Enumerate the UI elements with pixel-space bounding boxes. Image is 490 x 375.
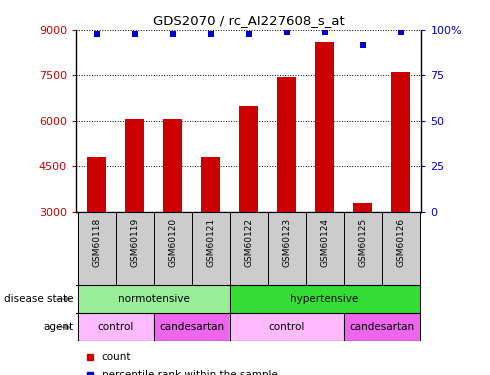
Text: GSM60122: GSM60122 [244, 218, 253, 267]
Text: GSM60125: GSM60125 [358, 218, 367, 267]
Text: agent: agent [44, 322, 74, 332]
Text: control: control [98, 322, 134, 332]
Bar [78, 313, 154, 341]
Text: hypertensive: hypertensive [291, 294, 359, 304]
Point [283, 29, 291, 35]
Text: percentile rank within the sample: percentile rank within the sample [102, 370, 278, 375]
Point [320, 29, 328, 35]
Text: GSM60120: GSM60120 [168, 218, 177, 267]
Point [131, 31, 139, 37]
Bar [277, 77, 296, 212]
Bar [382, 212, 419, 285]
Bar [230, 313, 343, 341]
Point [169, 31, 177, 37]
Bar [154, 212, 192, 285]
Bar [154, 313, 230, 341]
Bar [230, 212, 268, 285]
Bar [230, 285, 419, 313]
Point [396, 29, 404, 35]
Text: control: control [269, 322, 305, 332]
Point [207, 31, 215, 37]
Text: GSM60123: GSM60123 [282, 218, 291, 267]
Text: GSM60121: GSM60121 [206, 218, 215, 267]
Point [245, 31, 253, 37]
Bar [343, 313, 419, 341]
Title: GDS2070 / rc_AI227608_s_at: GDS2070 / rc_AI227608_s_at [153, 15, 344, 27]
Point [93, 31, 101, 37]
Text: GSM60124: GSM60124 [320, 218, 329, 267]
Text: count: count [102, 352, 131, 362]
Bar [78, 285, 230, 313]
Bar [192, 212, 230, 285]
Bar [343, 212, 382, 285]
Text: GSM60118: GSM60118 [92, 218, 101, 267]
Bar [306, 212, 343, 285]
Bar [116, 212, 154, 285]
Bar [315, 42, 334, 212]
Point [359, 42, 367, 48]
Bar [391, 72, 410, 212]
Text: GSM60126: GSM60126 [396, 218, 405, 267]
Bar [239, 106, 258, 212]
Text: disease state: disease state [4, 294, 74, 304]
Text: candesartan: candesartan [349, 322, 414, 332]
Bar [353, 203, 372, 212]
Text: candesartan: candesartan [159, 322, 224, 332]
Text: normotensive: normotensive [118, 294, 190, 304]
Bar [87, 158, 106, 212]
Bar [268, 212, 306, 285]
Text: GSM60119: GSM60119 [130, 218, 139, 267]
Bar [201, 158, 220, 212]
Bar [125, 119, 144, 212]
Bar [78, 212, 116, 285]
Bar [163, 119, 182, 212]
